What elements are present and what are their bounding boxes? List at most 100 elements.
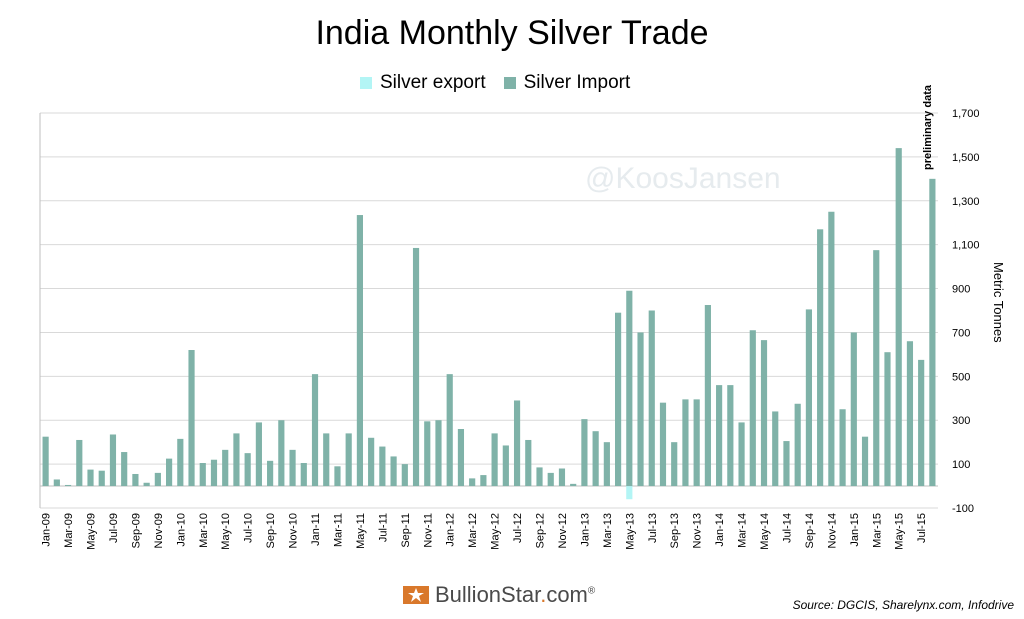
x-tick-label: May-12 (490, 513, 502, 550)
y-tick-label: 500 (952, 371, 970, 383)
x-tick-label: Sep-12 (535, 513, 547, 548)
import-bar (457, 429, 465, 487)
y-tick-label: 700 (952, 327, 970, 339)
import-bar (300, 463, 307, 487)
y-tick-label: 1,100 (952, 240, 980, 252)
watermark: @KoosJansen (585, 162, 781, 195)
x-tick-label: Mar-11 (332, 513, 344, 547)
import-bar (166, 458, 173, 487)
x-tick-label: Nov-12 (557, 513, 569, 548)
y-axis-label: Metric Tonnes (991, 262, 1006, 343)
import-bar (716, 385, 723, 487)
import-bar (188, 350, 195, 487)
import-bar (861, 436, 869, 487)
import-bar (760, 340, 768, 487)
import-bar (379, 446, 386, 487)
x-tick-label: Jul-12 (512, 513, 524, 543)
import-bar (727, 385, 734, 487)
y-tick-label: 1,300 (952, 196, 980, 208)
import-bar (255, 422, 262, 487)
x-tick-label: Nov-13 (692, 513, 704, 548)
x-axis-ticks: Jan-09 Mar-09 May-09 Jul-09 Sep-09 Nov-09 Jan-… (41, 513, 929, 550)
import-bar (513, 400, 521, 487)
import-bar (570, 483, 577, 487)
x-tick-label: May-14 (759, 513, 771, 550)
import-bar (929, 178, 936, 487)
import-bar (884, 352, 891, 487)
import-bar (244, 453, 251, 487)
import-bar (480, 475, 487, 487)
import-bar (648, 310, 655, 487)
legend-export-label: Silver export (380, 72, 486, 93)
import-bar (817, 229, 824, 487)
x-tick-label: Jul-15 (916, 513, 928, 543)
import-bar (704, 305, 711, 487)
import-bar (289, 449, 296, 487)
y-tick-label: 900 (952, 284, 970, 296)
x-tick-label: Jan-13 (579, 513, 591, 547)
preliminary-data-annotation: preliminary data (922, 85, 934, 170)
import-bar (547, 472, 554, 487)
import-bar (311, 374, 319, 487)
x-tick-label: Jan-09 (41, 513, 53, 547)
import-bar (210, 459, 218, 487)
x-tick-label: Jan-11 (310, 513, 322, 546)
import-bar (177, 438, 184, 487)
x-tick-label: Jan-15 (849, 513, 861, 547)
x-tick-label: May-15 (894, 513, 906, 550)
import-swatch (503, 77, 516, 89)
import-bar (839, 409, 846, 487)
x-tick-label: Nov-14 (826, 513, 838, 548)
import-bar (132, 473, 139, 487)
import-bar (199, 463, 206, 487)
export-bar (626, 486, 633, 500)
x-tick-label: Mar-09 (63, 513, 75, 548)
logo-dot: . (540, 582, 547, 607)
legend-import-label: Silver Import (523, 72, 631, 93)
bullionstar-logo-icon (403, 586, 429, 604)
import-bar (121, 452, 128, 487)
import-bar (502, 445, 509, 487)
import-bar (334, 466, 341, 487)
import-bar (412, 247, 420, 487)
x-tick-label: Mar-15 (871, 513, 883, 548)
import-bar (659, 402, 667, 487)
x-tick-label: Sep-13 (669, 513, 681, 548)
import-bar (233, 433, 240, 487)
legend-item-export: Silver export (360, 72, 486, 94)
import-bar (491, 433, 498, 487)
x-tick-label: Mar-13 (602, 513, 614, 548)
import-bar (906, 341, 914, 487)
logo-registered-mark: ® (587, 585, 596, 597)
x-tick-label: Jan-14 (714, 513, 726, 547)
y-axis-ticks: -100 100 300 500 700 900 1,100 1,300 1,500 1,700 (952, 108, 980, 515)
import-bar (615, 312, 622, 487)
import-bar (446, 374, 453, 487)
import-bar (693, 399, 700, 487)
import-bar (536, 467, 543, 487)
x-tick-label: Sep-09 (130, 513, 142, 548)
x-tick-label: Nov-11 (422, 513, 434, 548)
import-bar (671, 442, 678, 487)
legend-item-import: Silver Import (503, 72, 631, 94)
x-tick-label: May-09 (86, 513, 98, 550)
import-bar (222, 449, 229, 487)
x-tick-label: Jul-09 (108, 513, 120, 543)
legend: Silver export Silver Import (360, 72, 630, 94)
import-bar (424, 421, 431, 487)
x-tick-label: Mar-10 (198, 513, 210, 548)
x-tick-label: Jan-12 (445, 513, 457, 547)
import-bar (603, 442, 610, 487)
logo-suffix: com (546, 582, 588, 607)
x-tick-label: May-11 (355, 513, 367, 549)
x-tick-label: Mar-14 (737, 513, 749, 548)
import-bar (64, 484, 72, 487)
x-tick-label: Jul-10 (243, 513, 255, 543)
import-bar (592, 431, 599, 487)
x-tick-label: Nov-09 (153, 513, 165, 548)
import-bar (558, 468, 566, 487)
import-bar (682, 399, 689, 487)
x-tick-label: Jul-11 (377, 513, 389, 542)
import-bar (109, 434, 117, 487)
